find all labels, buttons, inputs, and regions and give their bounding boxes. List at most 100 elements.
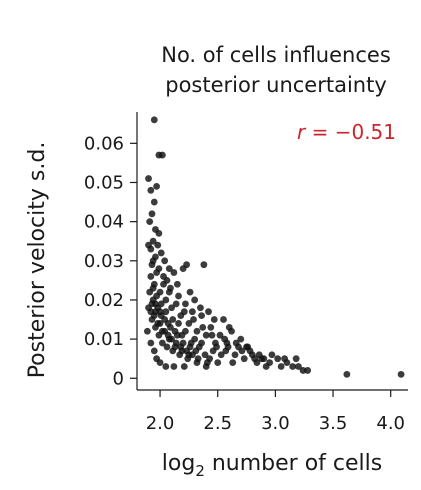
x-axis-label-base: log xyxy=(162,451,196,476)
data-point xyxy=(232,339,240,347)
data-point xyxy=(221,335,229,343)
data-point xyxy=(185,351,193,359)
y-tick-label: 0.01 xyxy=(84,329,124,350)
data-point xyxy=(191,335,199,343)
data-point xyxy=(165,335,173,343)
data-point xyxy=(205,308,212,316)
y-tick-label: 0.04 xyxy=(84,212,124,233)
data-point xyxy=(173,331,181,339)
data-point xyxy=(162,296,170,304)
data-point xyxy=(193,359,201,366)
data-point xyxy=(207,323,215,331)
data-point xyxy=(228,327,235,335)
data-point xyxy=(217,351,225,359)
data-point xyxy=(186,288,194,296)
data-point xyxy=(262,363,270,370)
data-point xyxy=(178,347,186,355)
data-point xyxy=(156,359,164,366)
data-point xyxy=(274,355,282,363)
x-axis-label: log2 number of cells xyxy=(162,451,382,480)
correlation-value: = −0.51 xyxy=(305,120,396,144)
correlation-symbol: r xyxy=(297,120,307,144)
data-point xyxy=(161,257,169,265)
y-axis-label: Posterior velocity s.d. xyxy=(25,142,50,379)
data-point xyxy=(180,308,188,316)
data-point xyxy=(238,347,246,355)
data-point xyxy=(198,339,205,347)
y-tick-label: 0.03 xyxy=(84,251,124,272)
data-point xyxy=(147,339,155,347)
data-point xyxy=(268,351,276,359)
data-point xyxy=(147,186,155,194)
data-point xyxy=(199,323,207,331)
data-point xyxy=(237,335,245,343)
y-axis-ticks: 0 0.01 0.02 0.03 0.04 0.05 0.06 xyxy=(84,133,137,389)
x-tick-label: 2.0 xyxy=(146,413,175,434)
data-point xyxy=(193,327,201,335)
data-point xyxy=(146,218,154,226)
y-tick-label: 0 xyxy=(113,368,124,389)
x-tick-label: 3.0 xyxy=(261,413,290,434)
data-point xyxy=(161,327,169,335)
data-point xyxy=(182,327,189,335)
data-point xyxy=(191,296,199,304)
data-point xyxy=(149,284,157,292)
data-point xyxy=(277,363,285,370)
data-point xyxy=(145,241,152,249)
data-point xyxy=(180,363,188,370)
data-point xyxy=(149,257,157,265)
data-point xyxy=(156,320,164,327)
data-point xyxy=(143,327,151,335)
data-point xyxy=(210,316,218,323)
data-point xyxy=(147,273,155,280)
data-point xyxy=(188,308,196,316)
data-point xyxy=(251,355,259,363)
data-points xyxy=(143,116,405,378)
data-point xyxy=(183,261,190,269)
data-point xyxy=(200,261,208,269)
data-point xyxy=(148,210,156,218)
data-point xyxy=(162,308,170,316)
data-point xyxy=(304,367,312,374)
y-tick-label: 0.05 xyxy=(84,172,124,193)
data-point xyxy=(220,316,227,323)
y-tick-label: 0.02 xyxy=(84,290,124,311)
x-axis-label-rest: number of cells xyxy=(205,451,382,476)
data-point xyxy=(173,280,181,288)
data-point xyxy=(167,323,174,331)
data-point xyxy=(160,273,167,280)
data-point xyxy=(150,347,158,355)
chart-title-line-2: posterior uncertainty xyxy=(165,73,387,97)
x-tick-label: 2.5 xyxy=(203,413,232,434)
data-point xyxy=(170,363,178,370)
data-point xyxy=(281,355,289,363)
data-point xyxy=(158,339,166,347)
data-point xyxy=(162,363,170,370)
data-point xyxy=(202,331,210,339)
data-point xyxy=(168,304,175,312)
data-point xyxy=(190,316,197,323)
data-point xyxy=(149,237,157,245)
data-point xyxy=(155,265,163,273)
data-point xyxy=(213,343,220,351)
x-tick-label: 4.0 xyxy=(376,413,405,434)
x-tick-label: 3.5 xyxy=(319,413,348,434)
data-point xyxy=(182,300,189,308)
data-point xyxy=(224,343,232,351)
data-point xyxy=(171,343,179,351)
correlation-annotation: r = −0.51 xyxy=(297,120,396,144)
data-point xyxy=(148,300,156,308)
data-point xyxy=(175,320,182,327)
data-point xyxy=(157,300,165,308)
data-point xyxy=(175,292,182,300)
data-point xyxy=(244,343,252,351)
data-point xyxy=(231,351,239,359)
data-point xyxy=(145,175,152,182)
data-point xyxy=(343,370,351,378)
data-point xyxy=(289,363,297,370)
x-axis-label-subscript: 2 xyxy=(195,462,205,480)
data-point xyxy=(153,182,161,190)
data-point xyxy=(152,308,159,316)
data-point xyxy=(150,198,158,206)
